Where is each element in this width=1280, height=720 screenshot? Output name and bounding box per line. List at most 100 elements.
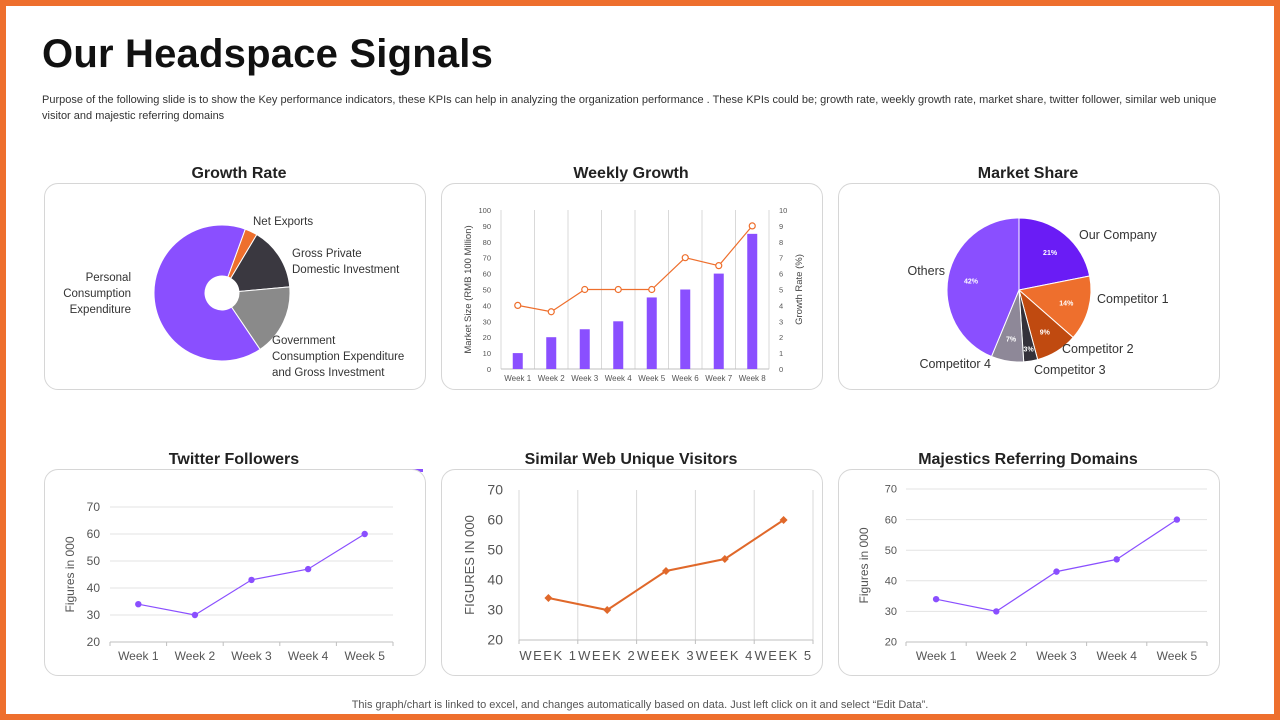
x-tick-week-5: Week 5 <box>344 649 385 663</box>
market-share-title: Market Share <box>977 165 1079 182</box>
point-week-2 <box>603 606 612 614</box>
weekly-growth-chart[interactable]: 0 10 20 30 40 50 60 70 80 90 100 0 1 2 3 4 5 6 7 8 9 10 Week 1… <box>442 184 822 389</box>
similar-web-chart[interactable]: 20 30 40 50 60 70 WEEK 1 WEEK 2 WEEK 3 WEEK 4 WEEK… <box>442 470 822 675</box>
point-week-5 <box>361 530 368 538</box>
point-week-4 <box>304 565 312 573</box>
value-label-competitor-1: 14% <box>1059 301 1074 308</box>
point-week-1 <box>544 594 553 602</box>
y2-tick-5: 5 <box>779 286 783 295</box>
twitter-followers-card[interactable]: 20 30 40 50 60 70 Week 1 Week 2 Week 3 Week 4 Week… <box>44 469 426 676</box>
bar-week-4 <box>613 321 624 369</box>
twitter-followers-chart[interactable]: 20 30 40 50 60 70 Week 1 Week 2 Week 3 Week 4 Week… <box>45 470 425 675</box>
y2-tick-4: 4 <box>779 301 783 310</box>
growth-rate-line <box>517 225 753 313</box>
y-tick-0: 0 <box>487 365 491 374</box>
similar-web-card[interactable]: 20 30 40 50 60 70 WEEK 1 WEEK 2 WEEK 3 WEEK 4 WEEK… <box>441 469 823 676</box>
y-tick-10: 10 <box>483 349 491 358</box>
y-tick-20: 20 <box>483 333 491 342</box>
bar-week-7 <box>713 273 724 369</box>
y-tick-80: 80 <box>483 238 491 247</box>
label-competitor-1: Competitor 1 <box>1097 292 1169 306</box>
x-tick-week-1: Week 1 <box>504 374 532 383</box>
y-tick-20: 20 <box>487 632 503 648</box>
point-week-3 <box>1053 568 1060 575</box>
slice-our-company <box>1018 217 1091 291</box>
label-gross-private-domestic-investment-0: Gross Private <box>292 248 362 260</box>
x-tick-week-5: Week 5 <box>638 374 666 383</box>
x-tick-week-2: WEEK 2 <box>578 648 636 663</box>
data-line <box>548 519 785 612</box>
y-tick-50: 50 <box>885 545 897 557</box>
y-tick-40: 40 <box>87 581 101 595</box>
point-week-1 <box>135 601 142 608</box>
label-our-company: Our Company <box>1079 228 1158 242</box>
weekly-growth-title: Weekly Growth <box>573 165 689 182</box>
y2-tick-8: 8 <box>779 238 783 247</box>
x-tick-week-1: Week 1 <box>916 649 957 663</box>
label-personal-consumption-expenditure-2: Expenditure <box>70 304 131 316</box>
y-tick-70: 70 <box>885 484 897 496</box>
x-tick-week-5: WEEK 5 <box>755 648 813 663</box>
label-competitor-3: Competitor 3 <box>1034 363 1106 377</box>
growth-point-week-8 <box>748 222 756 230</box>
y-tick-30: 30 <box>885 606 897 618</box>
y-tick-20: 20 <box>885 637 897 649</box>
page-title: Our Headspace Signals <box>42 32 494 76</box>
y-tick-50: 50 <box>87 554 101 568</box>
market-share-chart[interactable]: 21% Our Company 14% Competitor 1 9% Competito… <box>839 184 1219 389</box>
y-tick-60: 60 <box>87 527 101 541</box>
y-tick-40: 40 <box>483 301 491 310</box>
weekly-growth-card[interactable]: 0 10 20 30 40 50 60 70 80 90 100 0 1 2 3 4 5 6 7 8 9 10 Week 1… <box>441 183 823 390</box>
x-tick-week-1: Week 1 <box>118 649 159 663</box>
x-tick-week-1: WEEK 1 <box>519 648 577 663</box>
y-axis-label: Figures in 000 <box>63 536 77 612</box>
slice-competitor-1 <box>1017 275 1092 339</box>
point-week-5 <box>779 516 788 524</box>
label-net-exports-0: Net Exports <box>253 216 313 228</box>
y2-tick-9: 9 <box>779 222 783 231</box>
data-line <box>935 519 1178 613</box>
growth-point-week-1 <box>514 301 522 310</box>
growth-rate-chart[interactable]: Net Exports Gross Private Domestic Investm… <box>45 184 425 389</box>
y-tick-40: 40 <box>885 575 897 587</box>
majestic-domains-chart[interactable]: 20 30 40 50 60 70 Week 1 Week 2 Week 3 Week 4 Week… <box>839 470 1219 675</box>
bar-week-5 <box>646 297 657 369</box>
y-tick-60: 60 <box>483 270 491 279</box>
point-week-5 <box>1173 516 1181 523</box>
x-tick-week-4: Week 4 <box>605 374 633 383</box>
value-label-our-company: 21% <box>1043 250 1058 257</box>
x-tick-week-5: Week 5 <box>1157 649 1198 663</box>
growth-rate-card[interactable]: Net Exports Gross Private Domestic Investm… <box>44 183 426 390</box>
x-tick-week-3: Week 3 <box>571 374 599 383</box>
value-label-competitor-4: 7% <box>1006 336 1017 343</box>
market-share-card[interactable]: 21% Our Company 14% Competitor 1 9% Competito… <box>838 183 1220 390</box>
label-competitor-4: Competitor 4 <box>919 357 991 371</box>
y2-tick-1: 1 <box>779 349 783 358</box>
y-tick-40: 40 <box>487 572 503 588</box>
majestic-domains-card[interactable]: 20 30 40 50 60 70 Week 1 Week 2 Week 3 Week 4 Week… <box>838 469 1220 676</box>
majestic-domains-title: Majestics Referring Domains <box>918 451 1138 468</box>
bar-week-8 <box>747 233 758 369</box>
y-tick-60: 60 <box>885 514 897 526</box>
slice-personal-consumption-expenditure <box>153 224 261 362</box>
y-tick-70: 70 <box>487 482 503 498</box>
x-tick-week-7: Week 7 <box>705 374 733 383</box>
x-tick-week-4: Week 4 <box>288 649 329 663</box>
value-label-competitor-3: 3% <box>1024 346 1035 353</box>
bar-week-1 <box>512 353 523 369</box>
y-axis-label: FIGURES IN 000 <box>462 515 477 615</box>
y-tick-60: 60 <box>487 512 503 528</box>
data-line <box>138 533 366 616</box>
label-government-consumption-expenditure-and-gross-investment-1: Consumption Expenditure <box>272 351 404 363</box>
slice-others <box>946 217 1020 358</box>
twitter-followers-title: Twitter Followers <box>168 451 300 468</box>
point-week-4 <box>1113 556 1120 563</box>
point-week-4 <box>720 555 729 563</box>
y2-tick-7: 7 <box>779 254 783 263</box>
x-tick-week-6: Week 6 <box>672 374 700 383</box>
y-tick-70: 70 <box>87 500 101 514</box>
y2-tick-10: 10 <box>779 206 787 215</box>
x-tick-week-8: Week 8 <box>739 374 767 383</box>
label-competitor-2: Competitor 2 <box>1062 342 1134 356</box>
